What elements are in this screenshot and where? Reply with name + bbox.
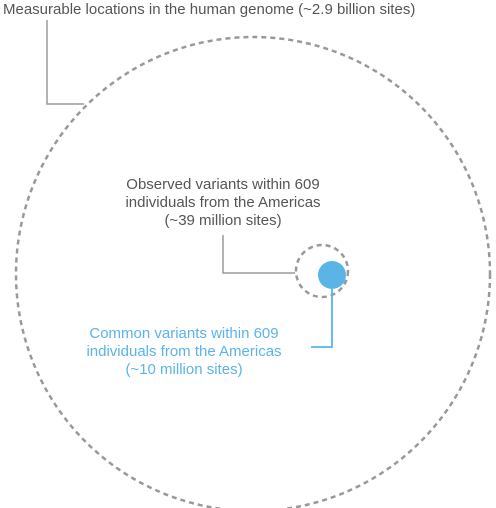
observed-label-line-1: Observed variants within 609 xyxy=(126,176,320,193)
observed-leader-line xyxy=(222,235,295,274)
common-label-line-3: (~10 million sites) xyxy=(125,361,243,378)
observed-variants-circle xyxy=(294,243,350,299)
genome-label: Measurable locations in the human genome… xyxy=(3,1,416,18)
genome-circle xyxy=(14,35,492,508)
common-leader-line xyxy=(311,289,333,348)
observed-label-line-3: (~39 million sites) xyxy=(164,212,282,229)
common-variants-circle xyxy=(318,261,346,289)
common-label-line-2: individuals from the Americas xyxy=(86,343,282,360)
common-variants-label: Common variants within 609 individuals f… xyxy=(0,325,368,379)
genome-leader-line xyxy=(46,20,84,105)
observed-variants-label: Observed variants within 609 individuals… xyxy=(0,176,446,230)
common-label-line-1: Common variants within 609 xyxy=(89,325,279,342)
observed-label-line-2: individuals from the Americas xyxy=(125,194,321,211)
